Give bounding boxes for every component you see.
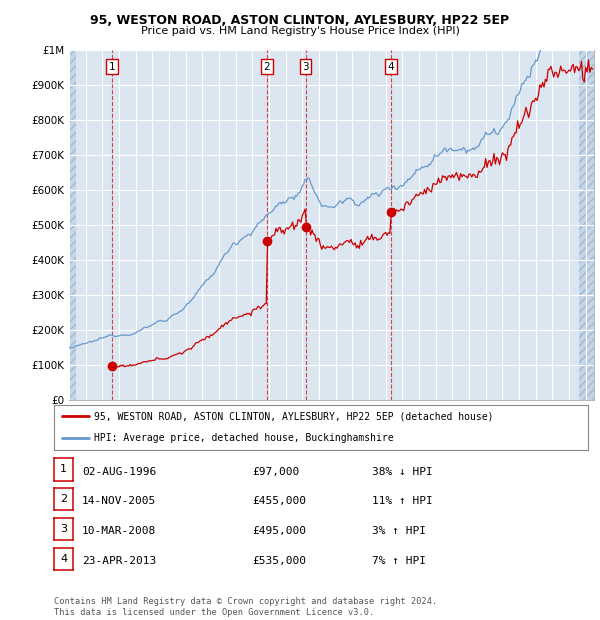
Text: 95, WESTON ROAD, ASTON CLINTON, AYLESBURY, HP22 5EP: 95, WESTON ROAD, ASTON CLINTON, AYLESBUR… (91, 14, 509, 27)
Text: 23-APR-2013: 23-APR-2013 (82, 556, 157, 566)
Text: Price paid vs. HM Land Registry's House Price Index (HPI): Price paid vs. HM Land Registry's House … (140, 26, 460, 36)
Text: 1: 1 (60, 464, 67, 474)
Text: 7% ↑ HPI: 7% ↑ HPI (372, 556, 426, 566)
Text: 14-NOV-2005: 14-NOV-2005 (82, 497, 157, 507)
Text: 11% ↑ HPI: 11% ↑ HPI (372, 497, 433, 507)
Text: £535,000: £535,000 (252, 556, 306, 566)
Bar (69, 50, 76, 400)
Text: Contains HM Land Registry data © Crown copyright and database right 2024.
This d: Contains HM Land Registry data © Crown c… (54, 598, 437, 617)
Text: 2: 2 (60, 494, 67, 504)
Text: 38% ↓ HPI: 38% ↓ HPI (372, 467, 433, 477)
Text: 4: 4 (60, 554, 67, 564)
Text: 4: 4 (388, 62, 394, 72)
Text: £97,000: £97,000 (252, 467, 299, 477)
Text: 3% ↑ HPI: 3% ↑ HPI (372, 526, 426, 536)
Text: 02-AUG-1996: 02-AUG-1996 (82, 467, 157, 477)
Text: 3: 3 (302, 62, 309, 72)
Text: 3: 3 (60, 524, 67, 534)
Text: 10-MAR-2008: 10-MAR-2008 (82, 526, 157, 536)
Text: 95, WESTON ROAD, ASTON CLINTON, AYLESBURY, HP22 5EP (detached house): 95, WESTON ROAD, ASTON CLINTON, AYLESBUR… (94, 411, 494, 421)
Text: HPI: Average price, detached house, Buckinghamshire: HPI: Average price, detached house, Buck… (94, 433, 394, 443)
Text: £495,000: £495,000 (252, 526, 306, 536)
Bar (579, 50, 594, 400)
Text: 1: 1 (109, 62, 115, 72)
Text: £455,000: £455,000 (252, 497, 306, 507)
Text: 2: 2 (263, 62, 270, 72)
